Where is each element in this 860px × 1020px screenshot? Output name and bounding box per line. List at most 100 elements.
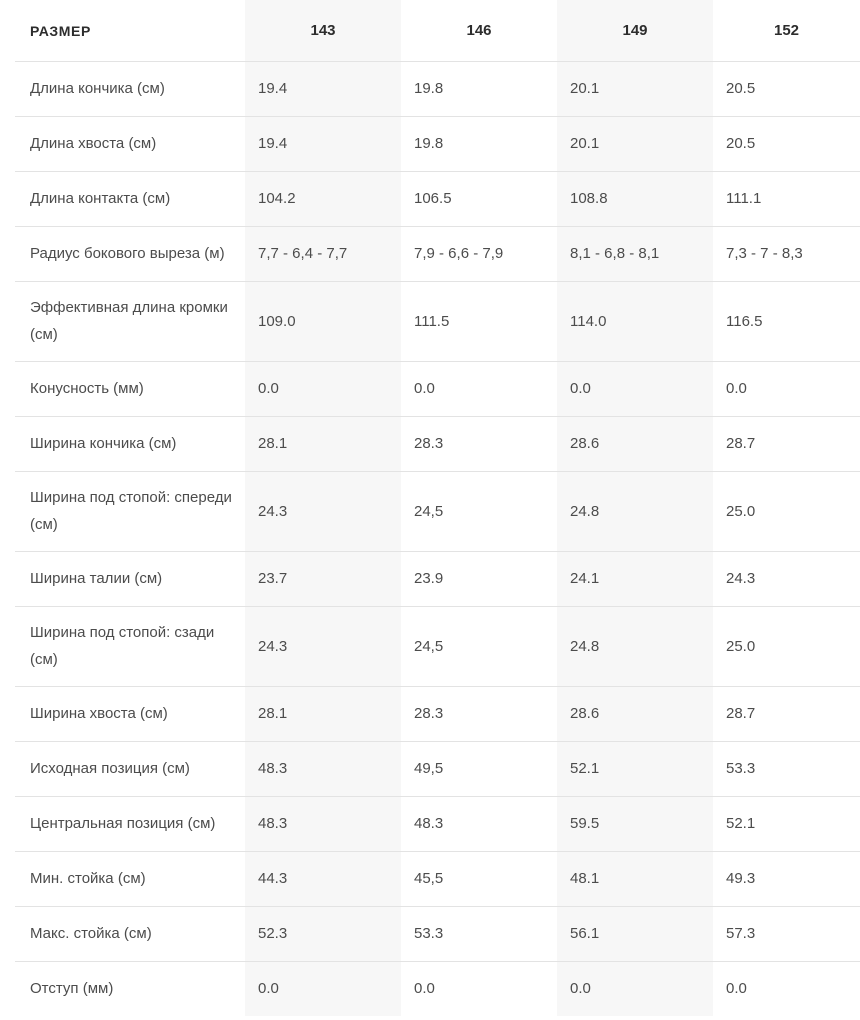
table-row: Эффективная длина кромки (см) 109.0 111.… xyxy=(0,281,860,361)
spec-value-146: 19.8 xyxy=(414,80,444,97)
table-row: Исходная позиция (см) 48.3 49,5 52.1 53.… xyxy=(0,741,860,796)
spec-value-143: 23.7 xyxy=(245,551,401,606)
spec-label: Отступ (мм) xyxy=(30,980,114,997)
size-header-143: 143 xyxy=(245,0,401,61)
spec-value-149: 108.8 xyxy=(557,171,713,226)
table-row: Длина кончика (см) 19.4 19.8 20.1 20.5 xyxy=(0,61,860,116)
spec-value-143: 24.3 xyxy=(245,606,401,686)
spec-value-146: 23.9 xyxy=(414,570,444,587)
spec-value-149: 28.6 xyxy=(557,416,713,471)
table-row: Центральная позиция (см) 48.3 48.3 59.5 … xyxy=(0,796,860,851)
table-header-row: РАЗМЕР 143 146 149 152 xyxy=(0,0,860,61)
table-row: Ширина талии (см) 23.7 23.9 24.1 24.3 xyxy=(0,551,860,606)
spec-label: Ширина под стопой: спереди (см) xyxy=(30,489,232,533)
spec-label: Эффективная длина кромки (см) xyxy=(30,299,228,343)
spec-value-146: 28.3 xyxy=(414,705,444,722)
spec-label: Длина контакта (см) xyxy=(30,190,171,207)
spec-value-146: 28.3 xyxy=(414,435,444,452)
spec-value-149: 0.0 xyxy=(557,361,713,416)
size-header-152: 152 xyxy=(773,22,800,39)
table-row: Длина хвоста (см) 19.4 19.8 20.1 20.5 xyxy=(0,116,860,171)
table-row: Макс. стойка (см) 52.3 53.3 56.1 57.3 xyxy=(0,906,860,961)
spec-value-143: 48.3 xyxy=(245,741,401,796)
spec-value-143: 0.0 xyxy=(245,361,401,416)
spec-value-152: 57.3 xyxy=(726,925,756,942)
size-header-146: 146 xyxy=(466,22,492,39)
spec-label: Центральная позиция (см) xyxy=(30,815,216,832)
spec-value-149: 20.1 xyxy=(557,61,713,116)
spec-value-149: 8,1 - 6,8 - 8,1 xyxy=(557,226,713,281)
spec-label: Длина кончика (см) xyxy=(30,80,165,97)
table-row: Ширина под стопой: спереди (см) 24.3 24,… xyxy=(0,471,860,551)
spec-value-149: 24.1 xyxy=(557,551,713,606)
table-row: Ширина под стопой: сзади (см) 24.3 24,5 … xyxy=(0,606,860,686)
table-row: Радиус бокового выреза (м) 7,7 - 6,4 - 7… xyxy=(0,226,860,281)
spec-value-152: 7,3 - 7 - 8,3 xyxy=(726,245,803,262)
spec-value-152: 20.5 xyxy=(726,135,756,152)
spec-value-152: 53.3 xyxy=(726,760,756,777)
spec-label: Радиус бокового выреза (м) xyxy=(30,245,225,262)
spec-value-149: 24.8 xyxy=(557,471,713,551)
spec-value-152: 49.3 xyxy=(726,870,756,887)
spec-label: Конусность (мм) xyxy=(30,380,144,397)
spec-value-149: 114.0 xyxy=(557,281,713,361)
spec-value-149: 52.1 xyxy=(557,741,713,796)
spec-value-149: 20.1 xyxy=(557,116,713,171)
table-row: Отступ (мм) 0.0 0.0 0.0 0.0 xyxy=(0,961,860,1016)
spec-label: Макс. стойка (см) xyxy=(30,925,152,942)
spec-value-146: 48.3 xyxy=(414,815,444,832)
spec-value-152: 25.0 xyxy=(726,502,756,520)
spec-value-146: 24,5 xyxy=(414,637,444,655)
spec-value-152: 111.1 xyxy=(726,190,762,207)
spec-value-152: 0.0 xyxy=(726,980,747,997)
spec-value-146: 0.0 xyxy=(414,380,435,397)
spec-value-152: 20.5 xyxy=(726,80,756,97)
spec-value-152: 25.0 xyxy=(726,637,756,655)
spec-label: Мин. стойка (см) xyxy=(30,870,146,887)
spec-value-149: 56.1 xyxy=(557,906,713,961)
table-row: Ширина кончика (см) 28.1 28.3 28.6 28.7 xyxy=(0,416,860,471)
spec-label: Ширина кончика (см) xyxy=(30,435,177,452)
spec-value-146: 49,5 xyxy=(414,760,444,777)
spec-value-143: 28.1 xyxy=(245,686,401,741)
spec-label: Длина хвоста (см) xyxy=(30,135,157,152)
spec-value-146: 7,9 - 6,6 - 7,9 xyxy=(414,245,504,262)
spec-value-143: 48.3 xyxy=(245,796,401,851)
size-header-149: 149 xyxy=(557,0,713,61)
spec-value-152: 0.0 xyxy=(726,380,747,397)
table-row: Ширина хвоста (см) 28.1 28.3 28.6 28.7 xyxy=(0,686,860,741)
size-column-title: РАЗМЕР xyxy=(30,22,91,39)
spec-value-146: 106.5 xyxy=(414,190,452,207)
spec-value-143: 28.1 xyxy=(245,416,401,471)
spec-label: Ширина хвоста (см) xyxy=(30,705,168,722)
table-row: Конусность (мм) 0.0 0.0 0.0 0.0 xyxy=(0,361,860,416)
spec-label: Ширина под стопой: сзади (см) xyxy=(30,624,215,668)
spec-value-149: 28.6 xyxy=(557,686,713,741)
table-body: Длина кончика (см) 19.4 19.8 20.1 20.5 Д… xyxy=(0,61,860,1016)
spec-value-149: 48.1 xyxy=(557,851,713,906)
spec-label: Ширина талии (см) xyxy=(30,570,163,587)
spec-value-143: 109.0 xyxy=(245,281,401,361)
spec-value-143: 7,7 - 6,4 - 7,7 xyxy=(245,226,401,281)
spec-value-152: 52.1 xyxy=(726,815,756,832)
spec-value-149: 59.5 xyxy=(557,796,713,851)
spec-value-152: 28.7 xyxy=(726,705,756,722)
spec-value-146: 111.5 xyxy=(414,312,450,330)
spec-value-143: 24.3 xyxy=(245,471,401,551)
spec-value-146: 19.8 xyxy=(414,135,444,152)
spec-value-146: 24,5 xyxy=(414,502,444,520)
spec-value-152: 28.7 xyxy=(726,435,756,452)
table-row: Длина контакта (см) 104.2 106.5 108.8 11… xyxy=(0,171,860,226)
spec-value-143: 0.0 xyxy=(245,961,401,1016)
spec-label: Исходная позиция (см) xyxy=(30,760,190,777)
spec-value-146: 45,5 xyxy=(414,870,444,887)
spec-value-152: 24.3 xyxy=(726,570,756,587)
table-row: Мин. стойка (см) 44.3 45,5 48.1 49.3 xyxy=(0,851,860,906)
spec-value-149: 0.0 xyxy=(557,961,713,1016)
spec-value-146: 53.3 xyxy=(414,925,444,942)
spec-value-149: 24.8 xyxy=(557,606,713,686)
spec-value-143: 104.2 xyxy=(245,171,401,226)
spec-value-152: 116.5 xyxy=(726,312,763,330)
